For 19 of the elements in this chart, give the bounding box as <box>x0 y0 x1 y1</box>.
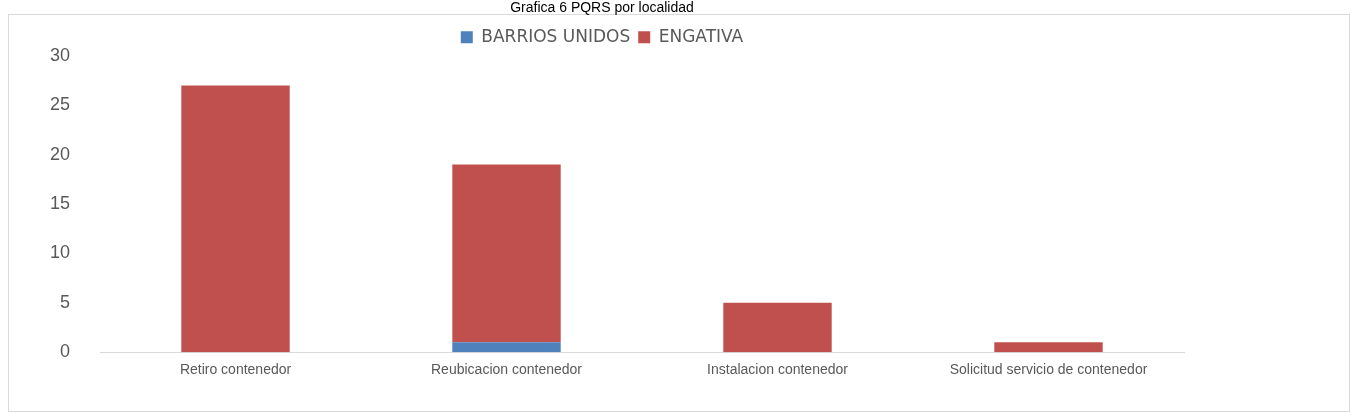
legend-label: ENGATIVA <box>658 25 744 46</box>
bar <box>181 85 290 353</box>
y-tick-label: 5 <box>60 291 71 312</box>
bar <box>452 342 561 353</box>
y-tick-label: 10 <box>49 242 71 263</box>
x-tick-label: Reubicacion contenedor <box>431 361 583 378</box>
x-tick-label: Instalacion contenedor <box>707 361 849 378</box>
y-tick-label: 15 <box>49 192 71 213</box>
x-tick-label: Retiro contenedor <box>179 361 292 378</box>
bar <box>723 302 832 353</box>
legend-label: BARRIOS UNIDOS <box>481 25 631 46</box>
bar <box>452 164 561 343</box>
chart-title: Grafica 6 PQRS por localidad <box>510 0 694 16</box>
y-tick-label: 0 <box>60 341 71 362</box>
y-tick-label: 30 <box>49 44 71 65</box>
x-tick-label: Solicitud servicio de contenedor <box>949 361 1148 378</box>
y-tick-label: 25 <box>49 94 71 115</box>
y-tick-label: 20 <box>49 143 71 164</box>
bar <box>994 342 1103 353</box>
